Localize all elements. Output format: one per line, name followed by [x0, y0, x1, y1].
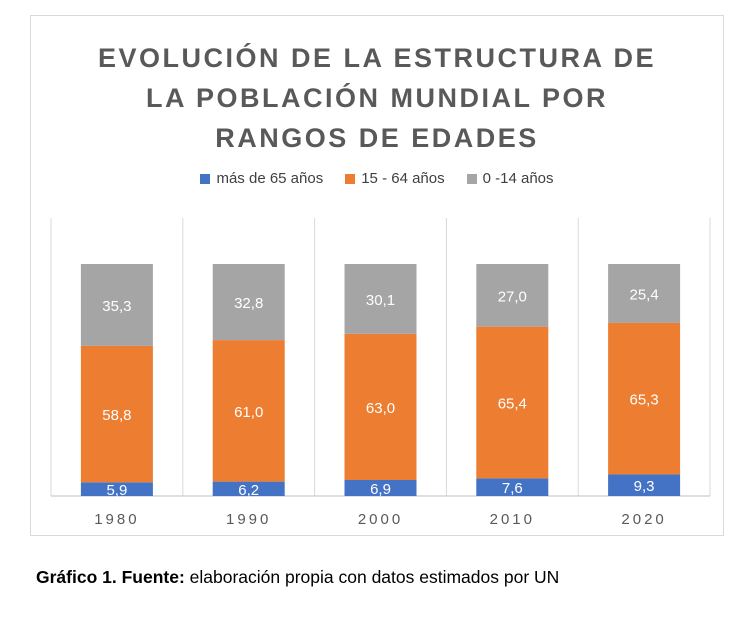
chart-legend: más de 65 años 15 - 64 años 0 -14 años — [31, 170, 723, 187]
data-label-2020-s1: 65,3 — [629, 392, 658, 409]
bar-segment-2020-s0 — [608, 474, 681, 496]
bar-segment-2020-s2 — [608, 264, 681, 323]
data-label-2010-s2: 27,0 — [498, 288, 527, 305]
data-label-2020-s0: 9,3 — [634, 478, 655, 495]
data-label-2010-s0: 7,6 — [502, 480, 523, 497]
data-label-2010-s1: 65,4 — [498, 396, 527, 413]
legend-swatch-15-64 — [345, 173, 356, 184]
bar-segment-2010-s0 — [476, 478, 549, 496]
data-label-2000-s0: 6,9 — [370, 481, 391, 498]
data-label-1990-s2: 32,8 — [234, 295, 263, 312]
bar-segment-2000-s2 — [344, 264, 417, 334]
legend-label-15-64: 15 - 64 años — [361, 170, 445, 187]
legend-label-65-plus: más de 65 años — [216, 170, 324, 187]
data-label-2000-s2: 30,1 — [366, 292, 395, 309]
chart-title: EVOLUCIÓN DE LA ESTRUCTURA DE LA POBLACI… — [31, 38, 723, 158]
bar-segment-1990-s2 — [212, 264, 285, 341]
legend-swatch-0-14 — [466, 173, 477, 184]
x-tick-label-1980: 1980 — [94, 511, 139, 528]
bar-segment-2000-s1 — [344, 333, 417, 480]
x-tick-label-2000: 2000 — [358, 511, 403, 528]
legend-item-0-14: 0 -14 años — [466, 170, 554, 187]
data-label-2020-s2: 25,4 — [629, 286, 658, 303]
x-tick-label-1990: 1990 — [226, 511, 271, 528]
legend-item-15-64: 15 - 64 años — [345, 170, 445, 187]
legend-item-65-plus: más de 65 años — [200, 170, 323, 187]
x-tick-label-2010: 2010 — [490, 511, 535, 528]
x-tick-label-2020: 2020 — [621, 511, 666, 528]
chart-title-line-1: EVOLUCIÓN DE LA ESTRUCTURA DE — [97, 43, 656, 73]
bar-segment-2000-s0 — [344, 479, 417, 496]
caption-text: elaboración propia con datos estimados p… — [184, 567, 560, 587]
bar-segment-1990-s0 — [212, 481, 285, 496]
bar-segment-2020-s1 — [608, 322, 681, 475]
chart-plot-area: 5,9 58,8 35,3 1980 6,2 61,0 32,8 1990 6,9 63,0 30,… — [50, 218, 711, 528]
bar-segment-1980-s1 — [80, 345, 153, 483]
bar-segment-2010-s2 — [476, 264, 549, 327]
caption-label: Gráfico 1. Fuente: — [36, 567, 185, 587]
chart-frame: EVOLUCIÓN DE LA ESTRUCTURA DE LA POBLACI… — [30, 15, 724, 536]
figure-caption: Gráfico 1. Fuente: elaboración propia co… — [36, 567, 559, 588]
chart-title-line-3: RANGOS DE EDADES — [215, 123, 539, 153]
data-label-1990-s0: 6,2 — [238, 482, 259, 499]
bar-segment-1990-s1 — [212, 340, 285, 482]
bar-segment-2010-s1 — [476, 326, 549, 479]
data-label-1990-s1: 61,0 — [234, 404, 263, 421]
data-label-1980-s2: 35,3 — [102, 298, 131, 315]
data-label-1980-s0: 5,9 — [106, 482, 127, 499]
legend-label-0-14: 0 -14 años — [482, 170, 554, 187]
bar-segment-1980-s0 — [80, 482, 153, 496]
data-label-2000-s1: 63,0 — [366, 400, 395, 417]
bar-segment-1980-s2 — [80, 264, 153, 346]
data-label-1980-s1: 58,8 — [102, 407, 131, 424]
legend-swatch-65-plus — [200, 173, 211, 184]
chart-title-line-2: LA POBLACIÓN MUNDIAL POR — [146, 83, 608, 113]
